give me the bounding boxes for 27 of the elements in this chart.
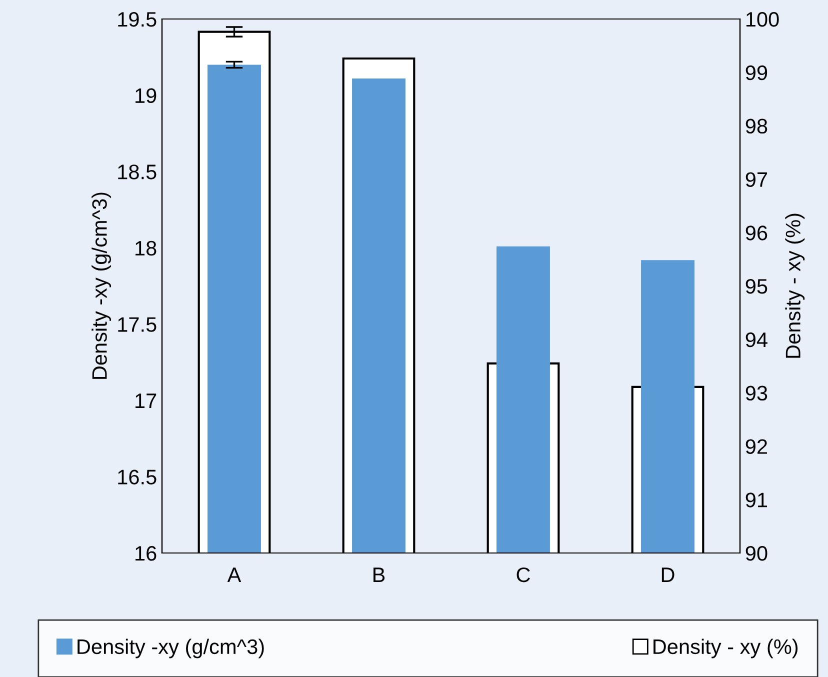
y2-tick-label: 99 bbox=[746, 65, 768, 80]
y2-axis-title: Density - xy (%) bbox=[785, 214, 805, 358]
y2-tick-label: 100 bbox=[746, 12, 779, 27]
y2-tick-label: 94 bbox=[746, 332, 768, 348]
x-tick-label: C bbox=[516, 567, 530, 582]
y-tick-label: 17.5 bbox=[118, 317, 156, 332]
y-tick-label: 17 bbox=[136, 394, 156, 408]
y2-tick-label: 91 bbox=[746, 492, 768, 508]
y2-tick-label: 93 bbox=[746, 386, 768, 401]
y-tick-label: 16.5 bbox=[118, 470, 156, 484]
legend-label: Density -xy (g/cm^3) bbox=[78, 638, 264, 658]
y2-tick-label: 92 bbox=[746, 439, 767, 454]
x-tick-label: D bbox=[662, 568, 674, 582]
y-tick-label: 19 bbox=[136, 88, 156, 104]
y-axis-title: Density -xy (g/cm^3) bbox=[92, 192, 112, 379]
y-tick-label: 19.5 bbox=[118, 12, 156, 27]
y-tick-label: 18 bbox=[136, 240, 156, 256]
legend-label: Density - xy (%) bbox=[654, 638, 798, 658]
x-tick-label: B bbox=[374, 568, 385, 582]
y2-tick-label: 96 bbox=[746, 226, 768, 240]
x-tick-label: A bbox=[227, 568, 242, 582]
y-tick-label: 16 bbox=[136, 546, 156, 561]
y2-tick-label: 98 bbox=[746, 118, 768, 134]
y-tick-label: 18.5 bbox=[118, 164, 156, 180]
y2-tick-label: 95 bbox=[746, 279, 768, 294]
y2-tick-label: 97 bbox=[746, 172, 767, 187]
y2-tick-label: 90 bbox=[746, 546, 768, 561]
